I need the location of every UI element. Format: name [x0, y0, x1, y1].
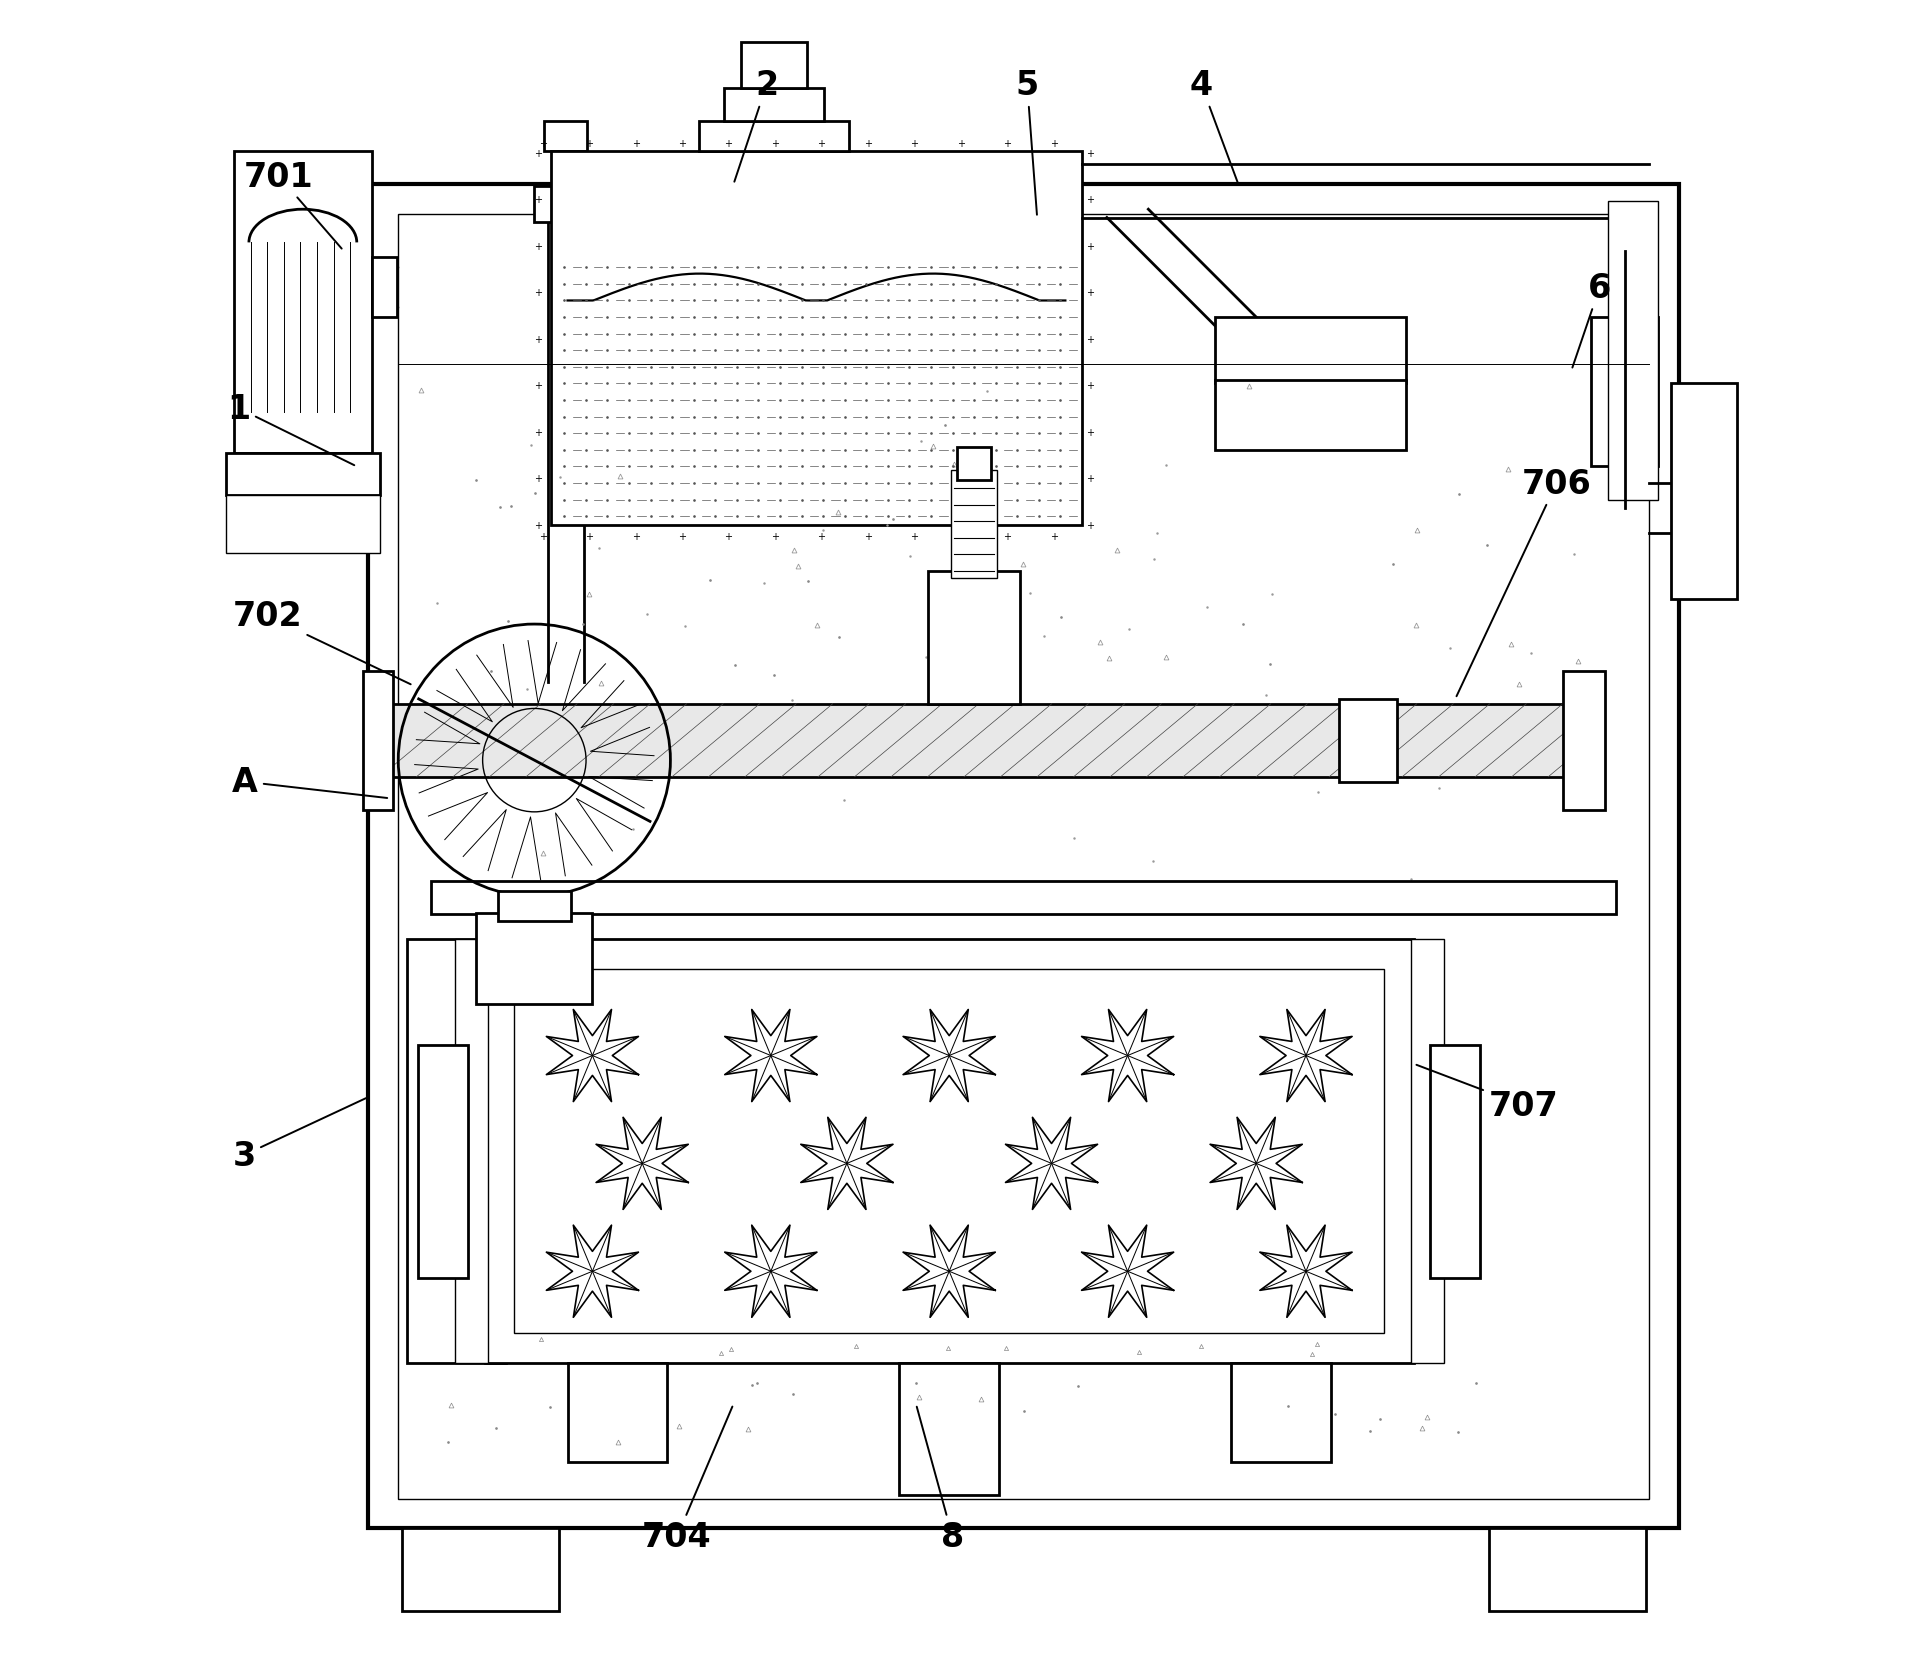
Text: +: + — [534, 288, 542, 298]
Text: 1: 1 — [228, 393, 354, 466]
Text: 707: 707 — [1416, 1065, 1558, 1122]
Text: +: + — [863, 138, 871, 148]
Text: +: + — [957, 532, 965, 542]
Text: +: + — [534, 241, 542, 251]
Text: +: + — [538, 138, 545, 148]
Text: +: + — [1085, 381, 1093, 391]
Bar — [957, 448, 990, 481]
Text: +: + — [771, 532, 779, 542]
Bar — [741, 43, 806, 88]
Bar — [406, 940, 505, 1363]
Text: 5: 5 — [1014, 70, 1037, 216]
Bar — [379, 704, 1579, 777]
Text: +: + — [534, 428, 542, 438]
Bar — [417, 1045, 467, 1278]
Text: +: + — [863, 532, 871, 542]
Bar — [371, 258, 396, 318]
Text: +: + — [1085, 334, 1093, 344]
Text: +: + — [1085, 288, 1093, 298]
Text: +: + — [1049, 532, 1057, 542]
Bar — [900, 1363, 999, 1496]
Text: 702: 702 — [232, 601, 410, 686]
Text: 8: 8 — [917, 1406, 963, 1553]
Text: +: + — [1003, 138, 1011, 148]
Text: 701: 701 — [243, 160, 341, 250]
Text: 704: 704 — [641, 1406, 731, 1553]
Bar — [534, 186, 597, 223]
Text: +: + — [586, 138, 593, 148]
Text: +: + — [678, 532, 685, 542]
Bar — [951, 471, 997, 579]
Text: +: + — [909, 532, 919, 542]
Bar — [226, 496, 379, 554]
Text: +: + — [1049, 138, 1057, 148]
Text: +: + — [957, 138, 965, 148]
Text: 6: 6 — [1571, 271, 1610, 368]
Bar — [1213, 318, 1405, 384]
Text: +: + — [1085, 521, 1093, 531]
Bar — [1231, 1363, 1330, 1463]
Text: A: A — [232, 765, 387, 799]
Bar — [515, 970, 1384, 1333]
Bar — [367, 185, 1679, 1529]
Bar — [723, 88, 823, 121]
Bar — [1671, 384, 1736, 599]
Text: +: + — [586, 532, 593, 542]
Bar — [402, 1529, 559, 1611]
Text: +: + — [534, 474, 542, 484]
Text: +: + — [723, 138, 733, 148]
Text: +: + — [632, 532, 639, 542]
Bar — [364, 671, 392, 810]
Text: +: + — [632, 138, 639, 148]
Bar — [544, 121, 588, 151]
Text: +: + — [678, 138, 685, 148]
Text: +: + — [538, 532, 545, 542]
Text: +: + — [534, 195, 542, 205]
Bar — [477, 914, 591, 1005]
Bar — [699, 121, 848, 151]
Text: 2: 2 — [733, 70, 777, 183]
Text: +: + — [534, 381, 542, 391]
Text: +: + — [1085, 428, 1093, 438]
Text: 4: 4 — [1189, 70, 1238, 186]
Bar — [431, 882, 1615, 915]
Text: +: + — [534, 334, 542, 344]
Text: +: + — [534, 521, 542, 531]
Bar — [1213, 381, 1405, 451]
Text: +: + — [534, 148, 542, 158]
Bar — [1411, 940, 1443, 1363]
Text: +: + — [1085, 241, 1093, 251]
Text: +: + — [723, 532, 733, 542]
Text: 3: 3 — [232, 1098, 366, 1171]
Text: +: + — [1085, 195, 1093, 205]
Bar — [1338, 699, 1397, 782]
Bar — [484, 940, 1413, 1363]
Bar — [551, 151, 1081, 526]
Text: +: + — [1085, 148, 1093, 158]
Text: +: + — [1085, 474, 1093, 484]
Bar — [234, 151, 371, 454]
Bar — [454, 940, 488, 1363]
Text: +: + — [909, 138, 919, 148]
Text: +: + — [1003, 532, 1011, 542]
Bar — [1487, 1529, 1646, 1611]
Bar — [226, 454, 379, 496]
Bar — [498, 892, 570, 922]
Bar — [1562, 671, 1604, 810]
Text: 706: 706 — [1457, 468, 1591, 697]
Bar — [928, 572, 1018, 704]
Text: +: + — [817, 138, 825, 148]
Text: +: + — [817, 532, 825, 542]
Bar — [1430, 1045, 1480, 1278]
Bar — [1591, 318, 1658, 468]
Bar — [567, 1363, 666, 1463]
Bar — [1608, 201, 1658, 501]
Bar — [398, 215, 1648, 1499]
Text: +: + — [771, 138, 779, 148]
